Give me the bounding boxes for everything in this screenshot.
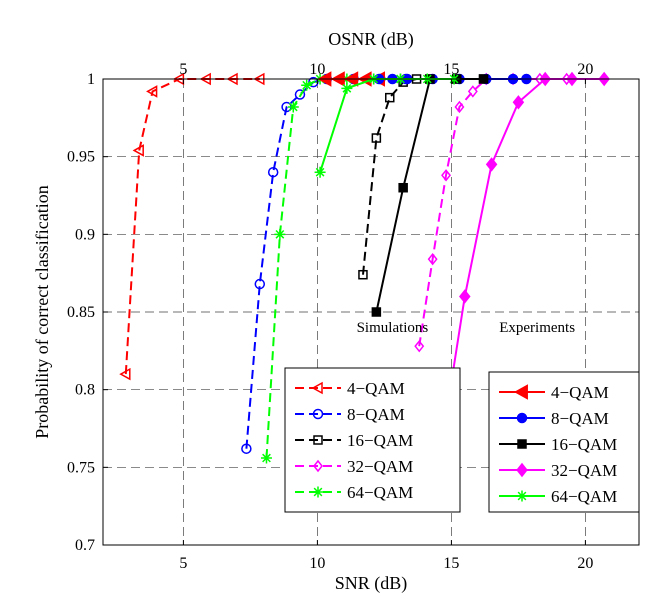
point-1-2 [267, 166, 279, 178]
legend-marker-1 [312, 408, 324, 420]
legend-box [488, 371, 640, 513]
point-3-2 [441, 169, 452, 182]
point-1-4 [294, 89, 306, 100]
legend-label-3: 32−QAM [551, 461, 617, 480]
legend-label-3: 32−QAM [347, 457, 413, 476]
point-4-3 [301, 79, 313, 91]
legend-lower-center: 4−QAM 8−QAM 16−QAM 32−QAM 64−QAM [284, 367, 461, 513]
legend-marker-1 [516, 412, 528, 424]
y-tick-label-5: 0.95 [67, 149, 95, 166]
legend-label-2: 16−QAM [551, 435, 617, 454]
x-tick-label-0: 5 [179, 555, 187, 572]
top-tick-label-0: 5 [179, 61, 187, 78]
legend-label-2: 16−QAM [347, 431, 413, 450]
legend-label-4: 64−QAM [551, 487, 617, 506]
legend-label-0: 4−QAM [551, 383, 609, 402]
y-tick-label-2: 0.8 [75, 382, 95, 399]
top-tick-label-2: 15 [443, 61, 459, 78]
series-experiment-9 [314, 73, 460, 178]
legend-label-0: 4−QAM [347, 379, 405, 398]
legend-label-4: 64−QAM [347, 483, 413, 502]
legend-marker-3 [516, 462, 528, 478]
point-8-2 [485, 157, 498, 172]
point-2-1 [371, 133, 382, 143]
point-0-0 [119, 367, 131, 381]
series-line-0 [124, 78, 260, 375]
legend-marker-2 [517, 439, 527, 449]
annotation-experiments: Experiments [499, 320, 575, 336]
series-line-3 [418, 78, 567, 347]
point-8-1 [459, 289, 471, 304]
point-3-4 [467, 85, 478, 98]
point-1-1 [254, 278, 266, 290]
point-3-3 [454, 100, 465, 114]
legend-label-1: 8−QAM [551, 409, 609, 428]
series-simulation-0 [119, 72, 265, 381]
series-experiment-7 [371, 74, 489, 317]
x-tick-label-1: 10 [309, 555, 325, 572]
ticks: 5 10 15 20 5 10 15 20 0.7 0.75 0.8 0.85 0.9 0.95 1 [67, 61, 593, 572]
point-7-1 [398, 182, 408, 193]
x-axis-label: SNR (dB) [335, 573, 408, 594]
point-9-1 [341, 82, 353, 94]
legend-marker-3 [313, 459, 323, 473]
x-tick-label-2: 15 [443, 555, 459, 572]
legends: 4−QAM 8−QAM 16−QAM 32−QAM 64−QAM 4−QAM 8−QAM 16… [284, 367, 640, 513]
y-tick-label-1: 0.75 [67, 459, 95, 476]
point-2-0 [358, 269, 368, 280]
point-4-2 [287, 101, 299, 113]
series-simulation-3 [414, 72, 572, 353]
top-axis-label: OSNR (dB) [328, 29, 414, 50]
legend-marker-2 [313, 435, 323, 445]
annotation-simulations: Simulations [357, 320, 429, 336]
y-tick-label-0: 0.7 [75, 537, 95, 554]
legend-marker-0 [513, 384, 528, 400]
top-tick-label-3: 20 [577, 61, 593, 78]
legend-marker-4 [312, 486, 324, 498]
legend-lower-right: 4−QAM 8−QAM 16−QAM 32−QAM 64−QAM [488, 371, 640, 513]
point-4-0 [260, 452, 272, 464]
legend-label-1: 8−QAM [347, 405, 405, 424]
legend-marker-0 [311, 381, 323, 395]
legend-marker-4 [516, 490, 528, 502]
series-line-7 [375, 78, 484, 313]
series-line-2 [362, 78, 484, 275]
point-3-0 [414, 339, 425, 353]
point-3-1 [427, 252, 438, 266]
y-tick-label-4: 0.9 [75, 226, 95, 243]
point-0-1 [132, 144, 144, 157]
point-1-0 [241, 443, 252, 454]
point-7-0 [371, 307, 382, 317]
point-2-2 [385, 92, 395, 103]
y-tick-label-3: 0.85 [67, 304, 95, 321]
point-4-1 [274, 228, 286, 240]
x-tick-label-3: 20 [577, 555, 593, 572]
y-axis-label: Probability of correct classification [32, 185, 52, 438]
point-8-3 [512, 95, 525, 110]
top-tick-label-1: 10 [309, 61, 325, 78]
y-tick-label-6: 1 [87, 71, 95, 88]
point-9-0 [314, 166, 326, 178]
point-0-2 [146, 85, 158, 98]
